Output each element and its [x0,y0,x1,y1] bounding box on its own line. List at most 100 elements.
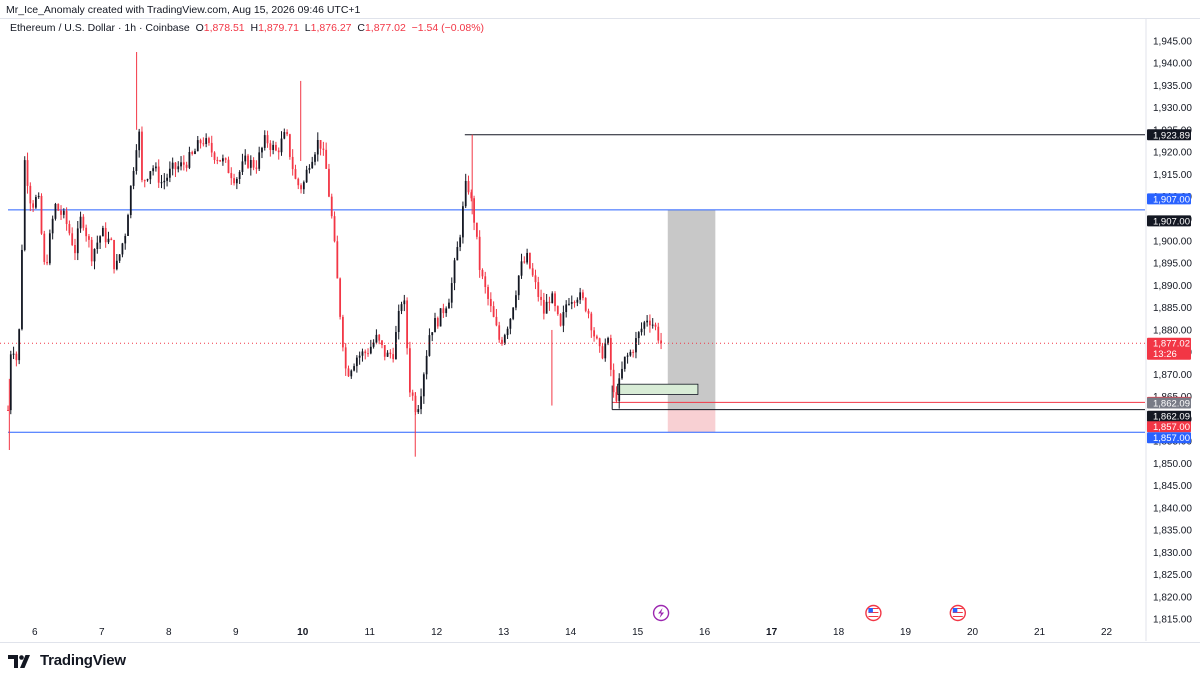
candle-body [32,203,35,208]
footer-brand: TradingView [8,652,126,669]
candle-body [434,318,436,333]
candle-body [216,159,219,161]
time-tick-label: 18 [833,627,845,638]
candle-body [436,318,439,327]
candle-body [288,134,291,157]
candle-body [101,227,104,237]
candle-body [174,162,177,170]
candle-body [227,159,230,174]
candle-body [280,138,283,153]
time-axis[interactable]: 6 7 8 9 10 11 12 13 14 15 16 17 18 19 20 21 22 [32,627,1112,638]
candle-body [601,346,604,359]
candle-body [573,302,576,304]
candle-body [640,328,643,333]
candle-body [584,298,587,311]
candle-body [523,261,526,263]
candle-body [199,140,202,144]
candle-body [96,242,99,250]
candle-body [76,228,79,254]
brand-name: TradingView [40,652,126,669]
candle-body [467,180,470,193]
candle-body [439,308,442,327]
price-tick-label: 1,915.00 [1153,170,1192,181]
candle-body [481,269,484,277]
candle-body [626,355,629,357]
candle-body [90,239,93,262]
candle-body [160,182,163,184]
candle-body [609,338,612,370]
candle-body [205,138,208,145]
price-tag-label: 1,907.00 [1153,216,1190,227]
candle-body [88,236,90,240]
candle-body [551,293,554,304]
candle-body [65,210,68,225]
price-axis[interactable]: 1,945.001,940.001,935.001,930.001,925.00… [1153,36,1192,625]
candle-body [358,355,361,358]
candle-body [328,168,330,197]
price-tag-bg [1147,129,1191,141]
high-value: 1,879.71 [258,22,299,34]
candle-body [618,378,621,401]
symbol-label[interactable]: Ethereum / U.S. Dollar · 1h · Coinbase [10,22,190,34]
time-tick-label: 20 [967,627,979,638]
price-tick-label: 1,890.00 [1153,281,1192,292]
candle-body [21,249,23,330]
candle-body [107,238,110,243]
candle-body [62,210,65,215]
candle-body [526,252,529,263]
candle-body [46,261,48,264]
candle-body [342,316,344,348]
candle-body [82,216,85,228]
candle-body [185,164,188,168]
flag-stripe [952,608,963,609]
candle-body [269,143,272,151]
candle-body [590,313,593,331]
candle-body [545,301,548,314]
candle-body [291,156,294,170]
candle-body [450,283,453,303]
candle-body [431,332,434,336]
price-tick-label: 1,895.00 [1153,259,1192,270]
candle-body [180,162,182,167]
candle-body [649,320,651,326]
candle-body [378,334,381,341]
candle-body [202,143,205,145]
time-tick-label: 16 [699,627,711,638]
event-markers[interactable] [652,604,967,622]
price-tag-bg [1147,193,1191,205]
candle-body [534,275,537,283]
candle-body [501,339,503,344]
candle-body [411,392,414,396]
candle-body [515,295,517,308]
candle-body [604,343,607,359]
flag-stripe [868,610,879,611]
price-tag-label: 1,857.00 [1153,433,1190,444]
candle-body [459,237,462,248]
candle-body [261,147,263,153]
candle-body [615,392,618,401]
candle-body [208,138,210,143]
candle-body [235,178,238,184]
candle-body [60,210,62,215]
candle-body [470,192,473,199]
candle-body [445,308,448,314]
candle-body [74,245,76,254]
flag-stripe [868,608,879,609]
price-tag-bg [1147,432,1191,444]
candle-body [283,132,286,139]
candle-body [311,161,314,169]
price-tick-label: 1,850.00 [1153,459,1192,470]
price-tag-countdown: 13:26 [1153,349,1177,360]
price-tick-label: 1,820.00 [1153,592,1192,603]
flag-stripe [952,616,963,617]
candle-body [372,342,375,347]
open-label: O [195,22,204,34]
candle-body [350,370,353,377]
tradingview-logo-icon [8,654,30,668]
candle-body [272,144,275,151]
candle-body [297,178,300,186]
price-tag-bg [1147,410,1191,422]
candle-body [579,292,582,300]
candle-body [333,216,336,242]
